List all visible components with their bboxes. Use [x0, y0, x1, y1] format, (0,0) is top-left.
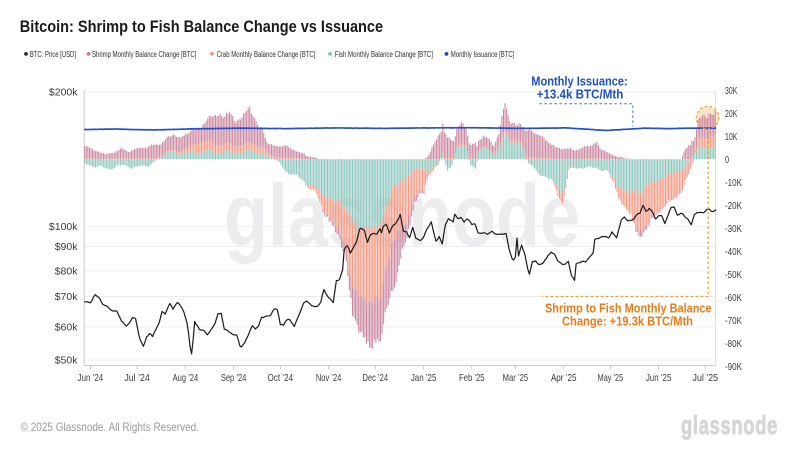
svg-text:$200k: $200k [49, 87, 78, 99]
svg-text:$60k: $60k [55, 322, 79, 334]
svg-text:10K: 10K [725, 132, 738, 143]
svg-text:-70K: -70K [725, 316, 742, 327]
svg-text:Monthly Issuance [BTC]: Monthly Issuance [BTC] [451, 50, 515, 59]
svg-text:Dec ’24: Dec ’24 [363, 372, 389, 384]
svg-text:-20K: -20K [725, 201, 742, 212]
svg-text:Jan ’25: Jan ’25 [411, 372, 437, 384]
svg-text:© 2025 Glassnode. All Rights R: © 2025 Glassnode. All Rights Reserved. [21, 420, 199, 434]
svg-text:-50K: -50K [725, 270, 742, 281]
svg-text:glassnode: glassnode [681, 410, 778, 440]
svg-text:20K: 20K [725, 109, 738, 120]
svg-text:-10K: -10K [725, 178, 742, 189]
svg-text:Change: +19.3k BTC/Mth: Change: +19.3k BTC/Mth [562, 314, 693, 329]
svg-text:Feb ’25: Feb ’25 [459, 372, 485, 384]
svg-text:Jun ’24: Jun ’24 [78, 372, 104, 384]
svg-text:Bitcoin: Shrimp to Fish Balanc: Bitcoin: Shrimp to Fish Balance Change v… [20, 18, 383, 36]
svg-text:Crab Monthly Balance Change [B: Crab Monthly Balance Change [BTC] [217, 50, 316, 59]
svg-text:30K: 30K [725, 86, 738, 97]
svg-text:BTC: Price [USD]: BTC: Price [USD] [30, 50, 76, 59]
svg-text:-90K: -90K [725, 362, 742, 373]
svg-text:Aug ’24: Aug ’24 [173, 372, 199, 384]
svg-text:Fish Monthly Balance Change [B: Fish Monthly Balance Change [BTC] [335, 50, 433, 59]
svg-text:$80k: $80k [55, 266, 79, 278]
svg-text:$100k: $100k [49, 221, 78, 233]
svg-text:$90k: $90k [55, 241, 79, 253]
svg-text:-30K: -30K [725, 224, 742, 235]
svg-text:Shrimp Monthly Balance Change: Shrimp Monthly Balance Change [BTC] [92, 50, 196, 59]
svg-text:-60K: -60K [725, 293, 742, 304]
svg-text:Nov ’24: Nov ’24 [316, 372, 342, 384]
svg-text:$70k: $70k [55, 291, 79, 303]
svg-text:0: 0 [725, 155, 729, 166]
svg-text:Apr ’25: Apr ’25 [551, 372, 577, 384]
svg-text:Mar ’25: Mar ’25 [503, 372, 529, 384]
svg-text:-40K: -40K [725, 247, 742, 258]
svg-text:+13.4k BTC/Mth: +13.4k BTC/Mth [537, 86, 624, 101]
svg-text:Jul ’24: Jul ’24 [124, 372, 150, 384]
svg-text:Sep ’24: Sep ’24 [221, 372, 247, 384]
svg-text:Oct ’24: Oct ’24 [268, 372, 294, 384]
svg-text:$50k: $50k [55, 355, 79, 367]
svg-text:-80K: -80K [725, 339, 742, 350]
svg-text:Jun ’25: Jun ’25 [646, 372, 672, 384]
svg-text:May ’25: May ’25 [598, 372, 624, 384]
svg-text:Jul ’25: Jul ’25 [693, 372, 719, 384]
